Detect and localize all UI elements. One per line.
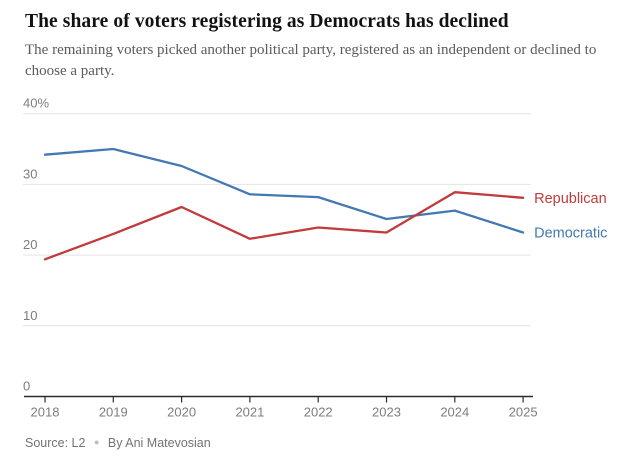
y-tick-label: 0: [23, 379, 30, 394]
y-tick-label: 40%: [23, 96, 49, 111]
byline: By Ani Matevosian: [107, 436, 211, 450]
x-tick-label: 2019: [99, 405, 128, 420]
y-tick-label: 10: [23, 308, 37, 323]
source-line: Source: L2 ● By Ani Matevosian: [25, 436, 211, 450]
x-tick-label: 2018: [31, 405, 60, 420]
chart-subtitle: The remaining voters picked another poli…: [25, 42, 597, 80]
source-label: Source: L2: [25, 436, 86, 450]
separator-dot-icon: ●: [93, 437, 100, 447]
legend-label-republican: Republican: [534, 191, 607, 207]
x-tick-label: 2020: [167, 405, 196, 420]
chart-header: The share of voters registering as Democ…: [25, 11, 610, 83]
series-line-republican: [43, 191, 525, 261]
x-tick-label: 2024: [440, 405, 469, 420]
y-tick-label: 20: [23, 237, 37, 252]
x-tick-label: 2023: [372, 405, 401, 420]
legend-label-democratic: Democratic: [534, 225, 607, 241]
series-line-democratic: [43, 147, 525, 234]
x-tick-label: 2025: [509, 405, 538, 420]
y-tick-label: 30: [23, 166, 37, 181]
chart-title: The share of voters registering as Democ…: [25, 11, 509, 32]
x-tick-label: 2022: [304, 405, 333, 420]
x-tick-label: 2021: [235, 405, 264, 420]
